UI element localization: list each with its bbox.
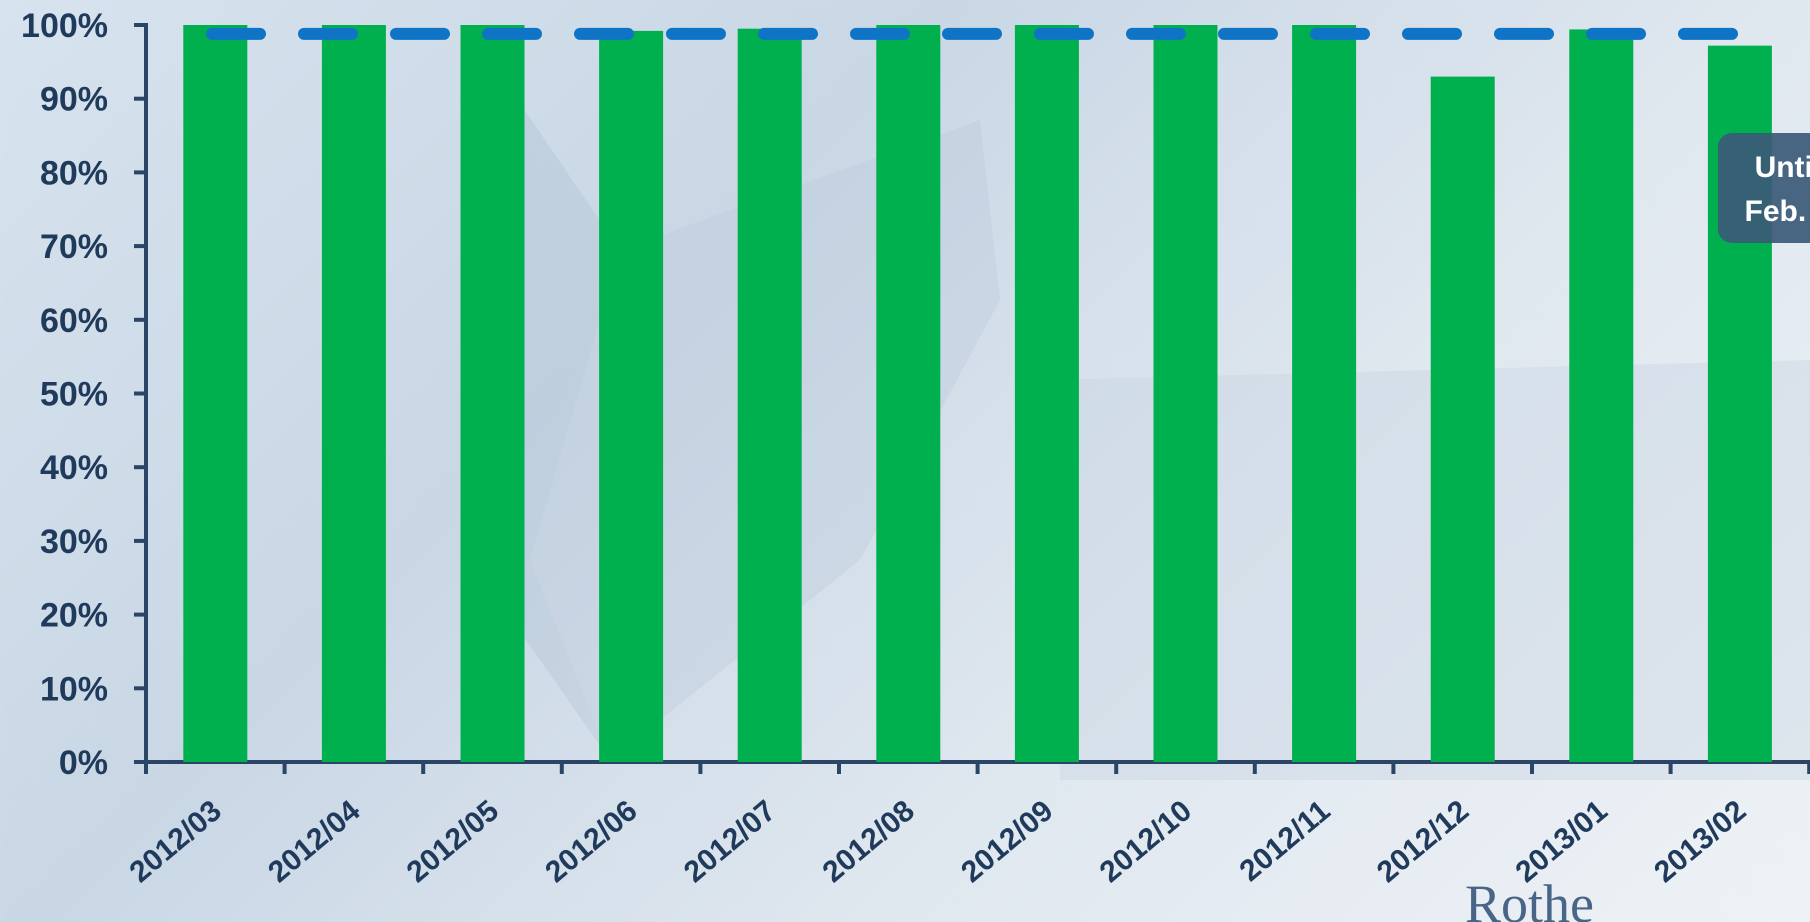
background-text: Rothe <box>1465 874 1594 922</box>
x-tick-label: 2012/08 <box>817 794 921 889</box>
axes: 0% 10% 20% 30% 40% 50% 60% 70% 80% 90% 100% <box>21 7 1810 782</box>
y-tick-label: 10% <box>40 670 108 708</box>
x-tick-label: 2012/09 <box>955 794 1059 889</box>
x-tick-label: 2012/05 <box>401 794 505 889</box>
annotation-group: Until Feb. 8 <box>1717 133 1810 243</box>
bar-2012-09 <box>1014 25 1079 762</box>
x-tick-label: 2012/06 <box>539 794 643 889</box>
x-tick-label: 2012/04 <box>262 794 367 889</box>
x-tick-label: 2013/02 <box>1648 794 1752 889</box>
x-tick-label: 2012/07 <box>678 794 782 889</box>
y-tick-label: 70% <box>40 228 108 266</box>
bar-2012-03 <box>183 25 248 762</box>
bar-2012-06 <box>599 30 664 763</box>
y-tick-label: 90% <box>40 81 108 119</box>
y-tick-label: 30% <box>40 523 108 561</box>
bar-2012-05 <box>460 25 525 762</box>
bar-2013-01 <box>1569 29 1634 763</box>
bar-2012-04 <box>321 25 386 762</box>
bar-2012-08 <box>876 25 941 762</box>
y-tick-label: 0% <box>59 744 108 782</box>
bar-2012-07 <box>737 28 802 763</box>
bar-2012-11 <box>1292 25 1357 762</box>
y-tick-label: 80% <box>40 154 108 192</box>
y-tick-label: 100% <box>21 7 108 45</box>
y-tick-label: 60% <box>40 302 108 340</box>
y-tick-label: 40% <box>40 449 108 487</box>
y-tick-label: 20% <box>40 597 108 635</box>
annotation-box <box>1717 133 1810 243</box>
x-tick-label: 2012/03 <box>124 794 228 889</box>
x-tick-label: 2012/11 <box>1234 794 1337 888</box>
annotation-line2: Feb. 8 <box>1745 195 1810 228</box>
y-tick-label: 50% <box>40 376 108 414</box>
x-tick-label: 2012/10 <box>1094 794 1198 889</box>
annotation-line1: Until <box>1755 151 1810 184</box>
bar-2012-12 <box>1430 76 1495 763</box>
bar-2012-10 <box>1153 25 1218 762</box>
x-tick-label: 2012/12 <box>1371 794 1475 889</box>
